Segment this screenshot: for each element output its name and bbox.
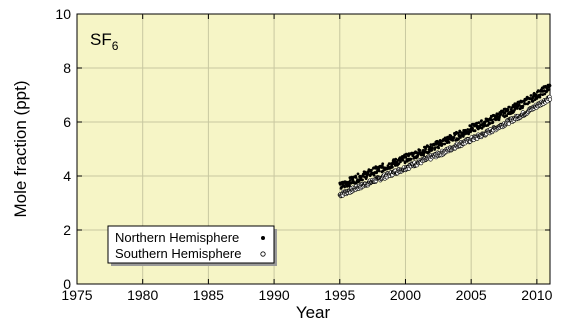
northern-point xyxy=(524,102,528,106)
northern-point xyxy=(361,178,364,182)
northern-point xyxy=(508,105,511,109)
northern-point xyxy=(452,136,456,139)
y-tick-label: 0 xyxy=(63,276,71,292)
y-tick-label: 6 xyxy=(63,114,71,130)
x-tick-label: 1975 xyxy=(61,287,92,303)
northern-point xyxy=(505,114,509,118)
northern-point xyxy=(443,142,447,146)
legend-box xyxy=(107,225,275,264)
northern-point xyxy=(547,88,551,91)
northern-point xyxy=(404,155,408,159)
y-tick-label: 8 xyxy=(63,60,71,76)
northern-point xyxy=(548,84,552,87)
northern-point xyxy=(480,119,483,123)
northern-point xyxy=(348,179,352,182)
northern-point xyxy=(394,157,398,161)
northern-point xyxy=(451,138,455,142)
northern-point xyxy=(399,160,402,164)
y-tick-label: 10 xyxy=(55,6,71,22)
northern-point xyxy=(534,93,538,96)
y-axis-title: Mole fraction (ppt) xyxy=(11,81,30,218)
x-tick-label: 1990 xyxy=(259,287,290,303)
northern-point xyxy=(457,137,460,141)
x-tick-label: 1985 xyxy=(193,287,224,303)
northern-point xyxy=(418,149,422,152)
northern-point xyxy=(491,120,495,124)
northern-point xyxy=(407,154,410,158)
northern-point xyxy=(539,93,543,96)
northern-point xyxy=(438,139,442,142)
northern-point xyxy=(354,176,358,179)
northern-point xyxy=(506,108,510,112)
northern-point xyxy=(377,169,381,173)
legend-label-southern: Southern Hemisphere xyxy=(115,246,241,261)
northern-point xyxy=(515,107,519,110)
northern-point xyxy=(427,150,431,154)
x-axis-title: Year xyxy=(296,303,331,322)
axis-ticks xyxy=(76,13,550,285)
northern-point xyxy=(431,146,434,150)
legend-marker-northern xyxy=(261,236,265,240)
x-tick-label: 2000 xyxy=(390,287,421,303)
northern-point xyxy=(498,116,501,119)
northern-point xyxy=(447,141,451,144)
y-tick-label: 4 xyxy=(63,168,71,184)
southern-point xyxy=(506,121,512,126)
northern-point xyxy=(488,122,492,125)
northern-point xyxy=(477,121,481,124)
northern-point xyxy=(480,126,484,130)
northern-point xyxy=(343,185,346,189)
northern-point xyxy=(348,184,351,188)
data-points xyxy=(337,83,553,199)
northern-point xyxy=(497,118,501,122)
legend: Northern Hemisphere Southern Hemisphere xyxy=(107,225,277,266)
northern-point xyxy=(440,142,444,146)
northern-point xyxy=(434,146,437,150)
northern-point xyxy=(490,118,494,122)
northern-point xyxy=(381,162,385,166)
northern-point xyxy=(527,101,531,104)
northern-point xyxy=(392,158,395,162)
legend-label-northern: Northern Hemisphere xyxy=(115,230,239,245)
northern-point xyxy=(370,168,373,172)
northern-point xyxy=(493,114,497,117)
southern-point xyxy=(547,97,553,102)
northern-point xyxy=(356,172,360,176)
x-tick-label: 2005 xyxy=(456,287,487,303)
species-label: SF6 xyxy=(90,30,119,53)
northern-point xyxy=(499,112,503,116)
northern-point xyxy=(517,103,521,107)
northern-point xyxy=(461,135,465,138)
northern-point xyxy=(372,173,376,177)
northern-point xyxy=(430,148,434,152)
x-tick-label: 2010 xyxy=(521,287,552,303)
northern-point xyxy=(529,94,533,97)
northern-point xyxy=(471,126,474,130)
northern-point xyxy=(409,157,413,161)
northern-point xyxy=(387,162,391,166)
legend-marker-southern xyxy=(260,251,266,257)
x-tick-label: 1980 xyxy=(127,287,158,303)
northern-point xyxy=(375,170,379,173)
y-tick-label: 2 xyxy=(63,222,71,238)
northern-point xyxy=(521,104,525,108)
northern-point xyxy=(397,162,401,166)
northern-point xyxy=(391,165,394,169)
northern-point xyxy=(531,99,535,103)
tick-labels: 1975 1980 1985 1990 1995 2000 2005 2010 0 2 4 6 8 10 xyxy=(55,6,552,303)
northern-point xyxy=(542,89,546,93)
northern-point xyxy=(473,129,477,133)
northern-point xyxy=(429,143,433,147)
northern-point xyxy=(543,92,547,96)
x-tick-label: 1995 xyxy=(324,287,355,303)
northern-point xyxy=(538,95,542,99)
northern-point xyxy=(466,128,470,131)
northern-point xyxy=(401,158,405,162)
northern-point xyxy=(437,146,440,150)
